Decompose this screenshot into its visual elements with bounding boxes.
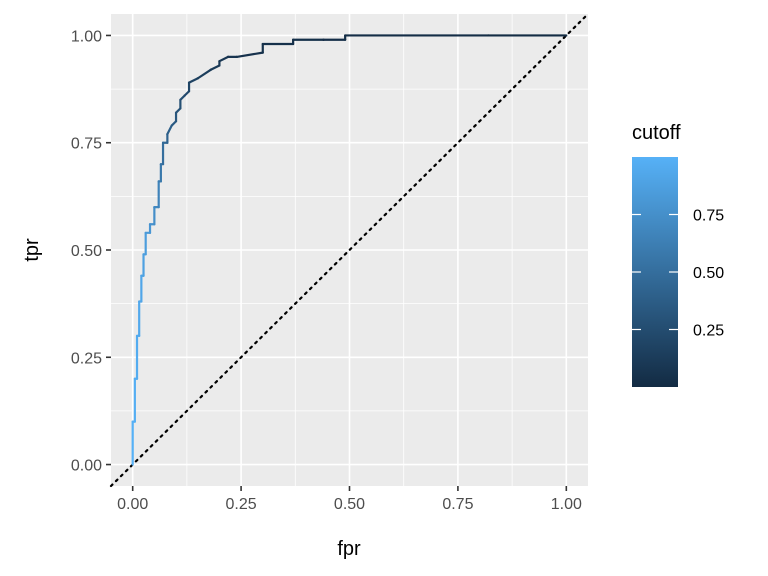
roc-segment — [235, 51, 264, 59]
x-tick-label: 1.00 — [551, 496, 582, 513]
roc-segment — [209, 64, 221, 71]
y-axis-title: tpr — [21, 238, 43, 262]
x-axis-ticks: 0.00 0.25 0.50 0.75 1.00 — [117, 486, 582, 513]
x-tick-label: 0.50 — [334, 496, 365, 513]
y-tick-label: 0.50 — [71, 243, 102, 260]
y-tick-label: 0.00 — [71, 458, 102, 475]
x-tick-label: 0.75 — [442, 496, 473, 513]
legend-ticks: 0.25 0.50 0.75 — [632, 208, 724, 340]
legend-title: cutoff — [632, 122, 681, 144]
x-tick-label: 0.25 — [226, 496, 257, 513]
roc-segment — [187, 77, 199, 84]
roc-segment — [166, 124, 173, 136]
legend-tick-label: 0.50 — [693, 265, 724, 282]
y-axis-ticks: 0.00 0.25 0.50 0.75 1.00 — [71, 28, 111, 475]
x-tick-label: 0.00 — [117, 496, 148, 513]
y-tick-label: 0.25 — [71, 350, 102, 367]
y-tick-label: 0.75 — [71, 136, 102, 153]
legend-tick-label: 0.25 — [693, 323, 724, 340]
roc-curve — [131, 34, 568, 466]
y-tick-label: 1.00 — [71, 28, 102, 45]
roc-segment — [196, 68, 212, 80]
roc-segment — [218, 55, 230, 63]
x-axis-title: fpr — [337, 538, 361, 560]
legend-tick-label: 0.75 — [693, 208, 724, 225]
diagonal-reference-line — [109, 12, 590, 488]
color-legend: cutoff 0.25 0.50 0.75 — [632, 122, 724, 387]
